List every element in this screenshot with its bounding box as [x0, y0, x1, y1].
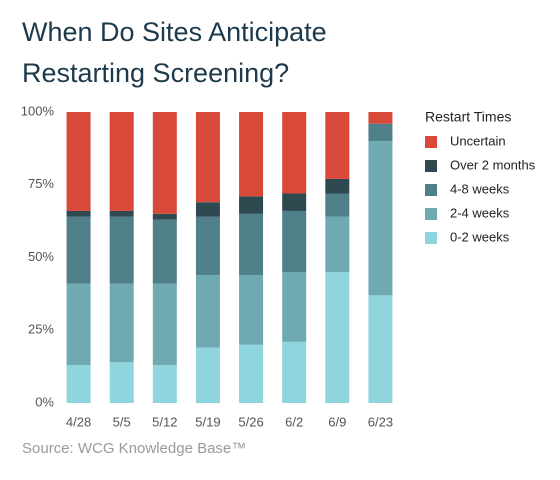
bar-segment [152, 283, 177, 366]
bar-segment [239, 344, 264, 403]
bar-segment [152, 365, 177, 403]
bar-segment [152, 213, 177, 220]
bar-segment [239, 274, 264, 345]
y-tick-label: 25% [28, 322, 54, 337]
bar-segment [195, 216, 220, 275]
bar-segment [152, 112, 177, 214]
bar-segment [282, 210, 307, 273]
legend-title: Restart Times [425, 109, 511, 125]
bar-segment [368, 141, 393, 296]
bar-segment [368, 123, 393, 142]
bar-segment [282, 341, 307, 403]
legend-swatch [425, 208, 437, 220]
bar-segment [66, 283, 91, 366]
legend-swatch [425, 232, 437, 244]
source-note: Source: WCG Knowledge Base™ [22, 440, 247, 457]
y-tick-label: 0% [35, 394, 54, 409]
x-tick-label: 5/26 [238, 414, 263, 429]
bar-segment [325, 112, 350, 179]
bar-segment [66, 365, 91, 403]
bar-segment [368, 112, 393, 124]
bar-segment [109, 283, 134, 363]
bar-segment [66, 210, 91, 217]
bar-segment [66, 112, 91, 211]
x-tick-label: 5/12 [152, 414, 177, 429]
legend-swatch [425, 160, 437, 172]
bar-segment [282, 193, 307, 211]
bar-segment [109, 210, 134, 217]
bar-segment [239, 213, 264, 275]
bar-segment [195, 347, 220, 403]
bar-segment [325, 178, 350, 194]
bar-segment [195, 112, 220, 203]
bar-segment [152, 219, 177, 284]
legend-label: 4-8 weeks [450, 181, 510, 196]
bar-segment [282, 272, 307, 342]
bar-segment [109, 216, 134, 284]
bar-segment [109, 362, 134, 403]
bar-segment [282, 112, 307, 194]
legend-swatch [425, 184, 437, 196]
x-tick-label: 5/19 [195, 414, 220, 429]
legend-label: 0-2 weeks [450, 229, 510, 244]
legend-label: Uncertain [450, 133, 506, 148]
x-tick-label: 6/2 [285, 414, 303, 429]
bar-segment [195, 274, 220, 348]
bar-segment [325, 272, 350, 403]
bar-segment [66, 216, 91, 284]
bar-segment [368, 295, 393, 403]
y-tick-label: 100% [21, 103, 55, 118]
legend-label: Over 2 months [450, 157, 536, 172]
bar-segment [239, 196, 264, 214]
y-tick-label: 75% [28, 176, 54, 191]
bar-segment [239, 112, 264, 197]
x-tick-label: 5/5 [113, 414, 131, 429]
bar-segment [325, 193, 350, 217]
chart-title: When Do Sites Anticipate Restarting Scre… [22, 17, 327, 88]
y-tick-label: 50% [28, 249, 54, 264]
bar-segment [195, 202, 220, 217]
bar-segment [325, 216, 350, 273]
x-tick-label: 6/23 [368, 414, 393, 429]
legend-label: 2-4 weeks [450, 205, 510, 220]
x-tick-label: 4/28 [66, 414, 91, 429]
legend-swatch [425, 136, 437, 148]
bar-segment [109, 112, 134, 211]
x-tick-label: 6/9 [328, 414, 346, 429]
